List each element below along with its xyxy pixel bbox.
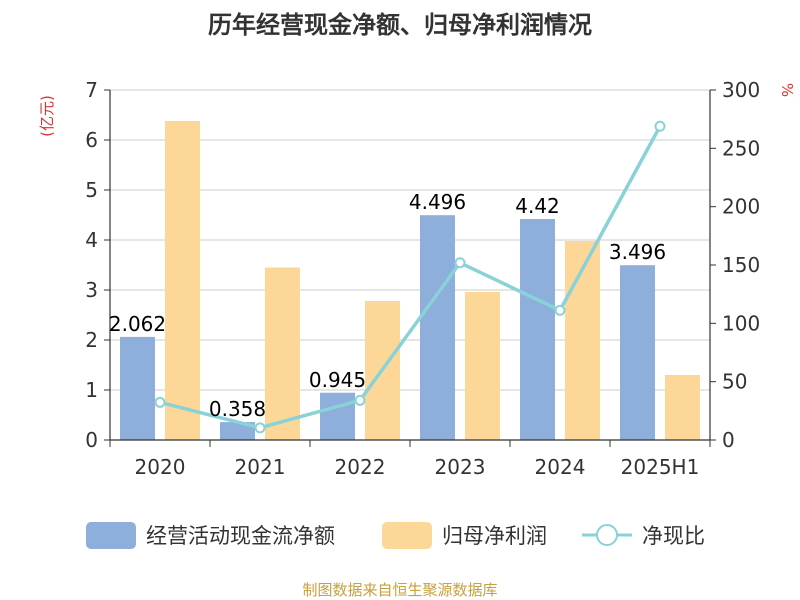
right-tick-label: 200 [722,195,760,219]
cash-flow-data-label: 3.496 [609,240,666,264]
ratio-point [354,394,366,406]
cash-flow-data-label: 4.496 [409,190,466,214]
source-note: 制图数据来自恒生聚源数据库 [302,581,497,599]
bar-net-profit [465,292,500,440]
legend-label: 净现比 [642,524,705,548]
axes [104,89,716,447]
ratio-line-path [159,125,662,430]
right-tick-label: 50 [722,370,747,394]
ratio-point [254,422,266,434]
x-tick-label: 2022 [335,455,386,479]
right-tick-label: 250 [722,136,760,160]
legend-net-profit: 归母净利润 [382,522,547,549]
cash-flow-data-label: 2.062 [109,312,166,336]
ratio-point [154,396,166,408]
legend: 经营活动现金流净额 归母净利润 净现比 [86,522,705,549]
bar-cash-flow [120,336,155,440]
left-tick-label: 6 [85,128,98,152]
x-tick-label: 2025H1 [621,455,700,479]
chart-title: 历年经营现金净额、归母净利润情况 [208,11,592,39]
bar-net-profit [565,241,600,440]
bar-net-profit [265,267,300,440]
legend-swatch [382,522,432,549]
data-labels: 2.062 0.358 0.945 4.496 4.42 3.496 [109,190,666,421]
left-axis-unit: (亿元) [38,95,56,137]
x-tick-label: 2020 [135,455,186,479]
right-tick-label: 100 [722,311,760,335]
cash-flow-data-label: 0.358 [209,397,266,421]
right-axis-unit: % [778,83,796,97]
bar-cash-flow [520,219,555,440]
tick-labels: 0 1 2 3 4 5 6 7 0 50 100 150 200 250 300 2020 2021 2022 20… [85,78,760,479]
left-tick-label: 7 [85,78,98,102]
right-tick-label: 150 [722,253,760,277]
left-tick-label: 3 [85,278,98,302]
legend-label: 经营活动现金流净额 [146,524,335,548]
legend-label: 归母净利润 [442,524,547,548]
bar-cash-flow [220,422,255,440]
ratio-point [654,120,666,132]
ratio-point [554,304,566,316]
right-tick-label: 0 [722,428,735,452]
left-tick-label: 1 [85,378,98,402]
bar-cash-flow [420,215,455,440]
ratio-line [154,120,666,434]
legend-marker [596,524,618,546]
bar-net-profit [165,121,200,440]
x-tick-label: 2023 [435,455,486,479]
bar-cash-flow [620,265,655,440]
left-tick-label: 5 [85,178,98,202]
left-tick-label: 0 [85,428,98,452]
bars [120,121,700,440]
legend-swatch [86,522,136,549]
bar-cash-flow [320,392,355,440]
left-tick-label: 4 [85,228,98,252]
x-tick-label: 2024 [535,455,586,479]
legend-ratio: 净现比 [582,524,705,548]
left-tick-label: 2 [85,328,98,352]
cash-flow-data-label: 4.42 [515,194,560,218]
grid-lines [110,89,710,391]
right-tick-label: 300 [722,78,760,102]
ratio-point [454,257,466,269]
legend-cash-flow: 经营活动现金流净额 [86,522,335,549]
cash-flow-data-label: 0.945 [309,368,366,392]
x-tick-label: 2021 [235,455,286,479]
bar-net-profit [665,375,700,440]
